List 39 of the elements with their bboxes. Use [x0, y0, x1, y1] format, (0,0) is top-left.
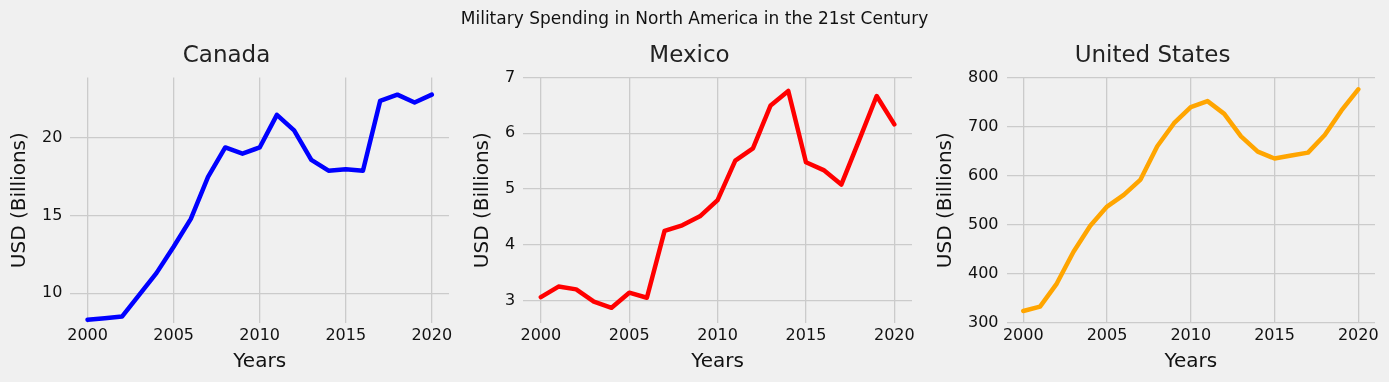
y-axis-title: USD (Billions): [469, 132, 494, 269]
y-tick-label: 7: [504, 66, 516, 86]
y-tick-label: 600: [967, 164, 999, 184]
x-tick-label: 2015: [325, 324, 367, 344]
x-tick-label: 2000: [520, 324, 562, 344]
x-tick-label: 2005: [1086, 324, 1128, 344]
y-axis-title: USD (Billions): [6, 132, 31, 269]
y-tick-label: 400: [967, 262, 999, 282]
x-tick-label: 2010: [1170, 324, 1212, 344]
y-tick-label: 800: [967, 66, 999, 86]
y-tick-label: 3: [504, 289, 516, 309]
y-tick-label: 10: [42, 282, 63, 302]
x-tick-label: 2010: [697, 324, 738, 344]
chart-title: United States: [1074, 40, 1231, 67]
x-tick-label: 2015: [785, 324, 827, 344]
y-tick-label: 4: [504, 233, 516, 253]
y-axis-title: USD (Billions): [932, 132, 957, 269]
x-tick-label: 2020: [873, 324, 915, 344]
x-axis-title: Years: [690, 348, 744, 373]
x-tick-label: 2020: [1337, 324, 1379, 344]
y-tick-label: 6: [504, 122, 516, 142]
y-tick-label: 500: [967, 213, 999, 233]
x-axis-title: Years: [232, 348, 287, 373]
y-tick-label: 20: [42, 127, 63, 147]
x-tick-label: 2020: [411, 324, 453, 344]
chart-title: Canada: [182, 40, 271, 67]
x-tick-label: 2000: [1002, 324, 1044, 344]
y-tick-label: 700: [967, 115, 999, 135]
x-tick-label: 2015: [1254, 324, 1295, 344]
y-tick-label: 300: [967, 311, 999, 331]
y-tick-label: 5: [504, 178, 516, 198]
x-tick-label: 2005: [153, 324, 194, 344]
x-axis-title: Years: [1163, 348, 1218, 373]
y-tick-label: 15: [42, 204, 63, 224]
x-tick-label: 2005: [608, 324, 650, 344]
x-tick-label: 2000: [67, 324, 108, 344]
chart-title: Mexico: [649, 40, 730, 67]
text: Military Spending in North America in the 21st Century: [460, 8, 929, 28]
x-tick-label: 2010: [239, 324, 281, 344]
